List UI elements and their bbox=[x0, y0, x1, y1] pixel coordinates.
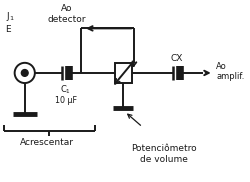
Text: J$_1$
E: J$_1$ E bbox=[6, 10, 14, 34]
Text: Ao
detector: Ao detector bbox=[48, 4, 86, 24]
Text: Ao
amplif.: Ao amplif. bbox=[216, 62, 244, 81]
Text: Potenciômetro
de volume: Potenciômetro de volume bbox=[132, 144, 197, 164]
Text: C$_1$: C$_1$ bbox=[60, 83, 71, 96]
Text: 10 μF: 10 μF bbox=[55, 96, 77, 105]
Text: Acrescentar: Acrescentar bbox=[20, 139, 74, 147]
Circle shape bbox=[22, 70, 28, 76]
Text: CX: CX bbox=[170, 54, 182, 63]
Bar bbox=[115, 63, 132, 83]
